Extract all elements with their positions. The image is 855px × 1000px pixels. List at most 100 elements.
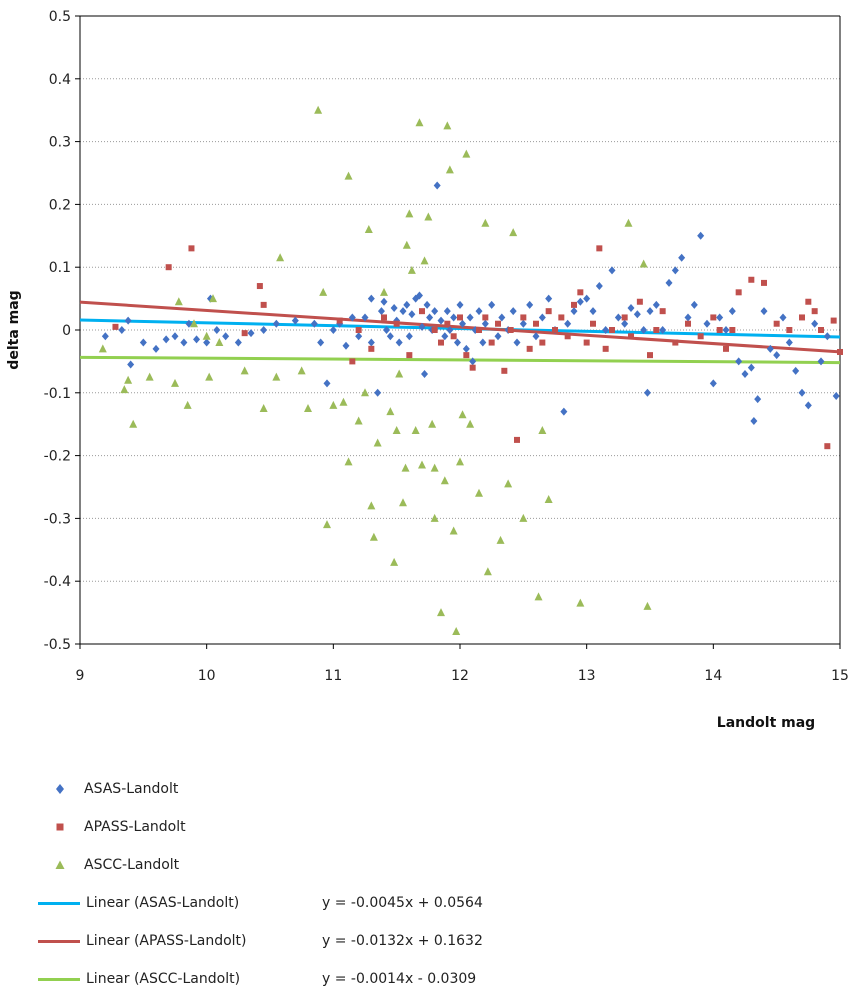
asas-point [450,313,458,322]
asas-point [665,278,673,287]
asas-point [678,253,686,262]
y-tick-label: 0.4 [49,72,71,88]
ascc-point [390,557,399,566]
asas-point [652,300,660,309]
ascc-point [392,425,401,434]
apass-point [786,327,793,333]
legend-marker-diamond [40,779,80,799]
asas-point [222,332,230,341]
asas-point [162,335,170,344]
ascc-point [624,218,633,227]
ascc-point [449,526,458,535]
asas-point [323,379,331,388]
asas-point [101,332,109,341]
gridlines [80,78,840,582]
y-tick-label: 0 [62,323,71,339]
legend-item: Linear (ASCC-Landolt) y = -0.0014x - 0.03… [38,960,600,998]
legend-line-swatch [38,893,80,913]
ascc-point [401,463,410,472]
apass-point [501,367,508,374]
apass-point [636,298,643,305]
apass-point [697,333,704,340]
asas-point [560,407,568,416]
apass-point [488,339,495,346]
apass-point [336,317,343,324]
legend-line-swatch [38,969,80,989]
asas-point [633,310,641,319]
ascc-point [643,601,652,610]
apass-point [824,443,831,450]
ascc-point [399,498,407,507]
asas-point [785,338,793,347]
asas-point [779,313,787,322]
y-tick-label: -0.5 [44,637,71,653]
asas-point [741,369,749,378]
asas-point [823,332,831,341]
asas-point [659,326,667,334]
ascc-point [428,419,437,428]
ascc-point [354,416,363,425]
asas-point [310,319,318,328]
apass-point [469,364,476,371]
ascc-point [297,366,306,375]
apass-point [571,301,577,308]
asas-point [415,291,423,300]
legend-item: Linear (APASS-Landolt) y = -0.0132x + 0.1… [38,922,600,960]
asas-point [595,282,603,291]
ascc-point [504,479,513,488]
y-tick-label: 0.3 [49,135,71,151]
asas-point [646,307,654,316]
asas-point [643,388,651,397]
ascc-point [304,404,312,412]
asas-point [203,338,211,347]
ascc-point [240,366,249,375]
asas-point [171,332,179,341]
apass-point [830,317,837,324]
legend-line-swatch [38,931,80,951]
apass-point [558,314,565,321]
y-tick-label: -0.2 [44,449,71,465]
ascc-point [538,425,547,434]
asas-point [118,326,126,334]
asas-point [494,332,502,341]
asas-point [498,313,506,322]
axes [75,15,841,649]
asas-point [519,319,527,328]
asas-point [817,357,825,366]
asas-point [329,326,337,334]
asas-point [247,329,255,338]
ascc-point [344,171,353,180]
asas-point [747,363,755,372]
y-tick-label: 0.5 [49,9,71,25]
asas-point [792,366,800,375]
ascc-point [430,463,439,472]
asas-point [481,319,489,328]
asas-point [589,307,597,316]
apass-point [476,327,482,333]
asas-point [390,304,398,313]
ascc-point [395,369,404,378]
ascc-point [496,535,505,544]
apass-point [241,330,248,337]
apass-point [526,345,533,352]
ascc-point [314,105,323,114]
asas-point [139,338,147,347]
x-tick-label: 13 [578,668,596,684]
ascc-point [424,212,433,221]
ascc-point [183,400,192,409]
asas-point [832,391,840,400]
asas-point [421,369,429,378]
ascc-point [329,400,338,409]
apass-point [564,333,571,340]
asas-point [479,338,487,347]
asas-point [437,316,445,325]
tick-labels: -0.5 -0.4 -0.3 -0.2 -0.1 0 0.1 0.2 0.3 0.4 0.5 9 10 1… [44,9,849,684]
apass-point [735,289,742,296]
trendline [79,318,841,339]
asas-point [361,313,369,322]
asas-point [291,316,299,325]
ascc-point [344,457,353,466]
apass-point [748,276,755,283]
asas-point [703,319,711,328]
asas-point [583,294,591,303]
